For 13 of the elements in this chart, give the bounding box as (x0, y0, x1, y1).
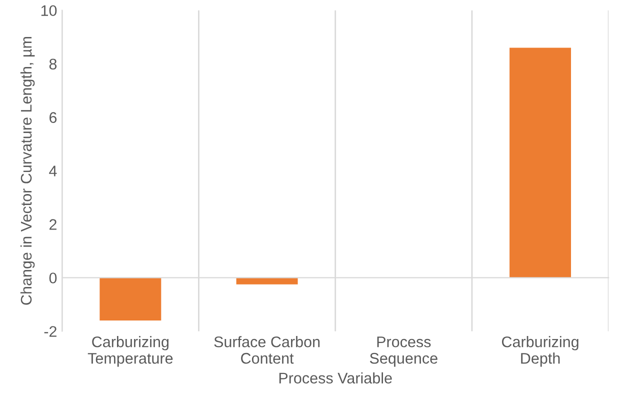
x-axis-title: Process Variable (279, 372, 392, 384)
y-tick-label: 8 (49, 58, 57, 70)
y-tick-label: 0 (49, 272, 57, 284)
y-tick-label: 4 (49, 166, 57, 176)
y-tick-label: 6 (50, 112, 57, 123)
y-tick-label: -2 (44, 326, 56, 337)
y-tick-label: 2 (50, 219, 56, 230)
y-axis-title: Change in Vector Curvature Length, µm (20, 37, 35, 305)
x-tick-label: Carburizing Depth (502, 336, 578, 367)
y-tick-label: 10 (41, 5, 57, 16)
x-tick-label: Process Sequence (370, 336, 438, 367)
x-tick-label: Carburizing Temperature (88, 336, 173, 367)
x-tick-label: Surface Carbon Content (214, 336, 320, 364)
